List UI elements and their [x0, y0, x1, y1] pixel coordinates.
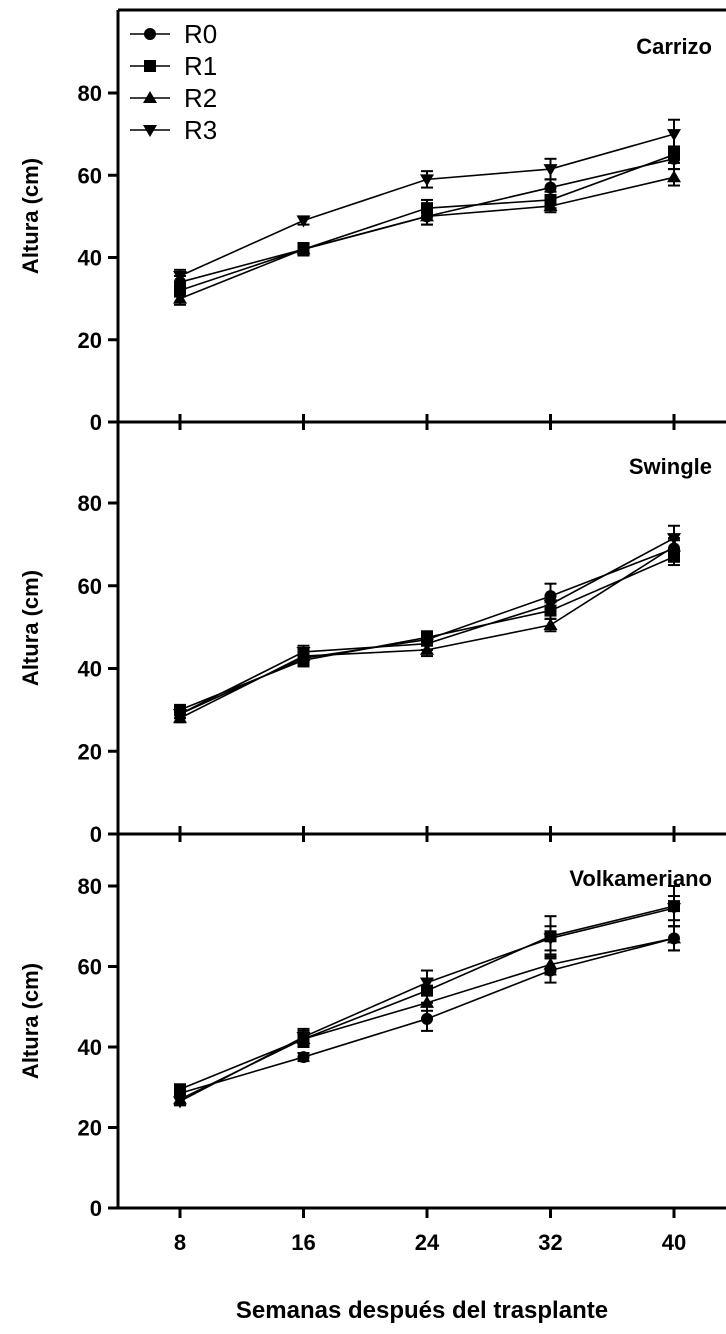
y-tick-label: 60	[78, 574, 102, 599]
panel-swingle: 0 20 40 60 80 Altura (cm) Swingle	[18, 422, 726, 847]
series-r3	[173, 118, 681, 284]
y-axis-label: Altura (cm)	[18, 963, 43, 1079]
y-tick-label: 0	[90, 822, 102, 847]
y-tick-label: 60	[78, 955, 102, 980]
legend-marker	[143, 91, 157, 103]
series-line	[179, 537, 675, 715]
panel-volkameriano: 0 20 40 60 80 8 16 24 32 40 Altura (cm) Volkamerian…	[18, 834, 726, 1255]
data-point	[667, 903, 681, 916]
data-point	[667, 129, 681, 142]
x-tick-label: 8	[174, 1230, 186, 1255]
data-point	[420, 174, 434, 187]
y-tick-label: 80	[78, 81, 102, 106]
data-point	[420, 995, 434, 1008]
y-tick-label: 40	[78, 246, 102, 271]
data-point	[296, 1031, 311, 1044]
x-axis-label: Semanas después del trasplante	[236, 1297, 608, 1324]
y-axis-label: Altura (cm)	[18, 570, 43, 686]
series-line	[179, 176, 675, 300]
data-point	[420, 977, 434, 990]
legend-label: R2	[184, 83, 217, 113]
legend-label: R1	[184, 51, 217, 81]
data-point	[173, 1096, 187, 1109]
series-r0	[174, 539, 680, 721]
data-point	[173, 271, 187, 284]
legend-marker	[144, 28, 156, 40]
data-point	[296, 646, 311, 659]
y-tick-label: 80	[78, 491, 102, 516]
y-tick-label: 20	[78, 1116, 102, 1141]
legend-marker	[143, 125, 157, 137]
data-point	[543, 933, 558, 946]
series-r3	[173, 524, 681, 722]
legend-label: R0	[184, 19, 217, 49]
series-r0	[174, 925, 680, 1100]
data-point	[543, 618, 558, 631]
panel-title: Carrizo	[636, 34, 712, 59]
data-point	[420, 209, 434, 222]
data-point	[297, 1051, 310, 1064]
data-point	[173, 709, 187, 722]
data-point	[667, 170, 681, 183]
legend-marker	[144, 60, 156, 72]
x-tick-label: 24	[415, 1230, 440, 1255]
data-point	[296, 242, 311, 255]
data-point	[173, 291, 187, 304]
y-tick-label: 60	[78, 163, 102, 188]
panel-title: Swingle	[629, 454, 712, 479]
y-tick-label: 20	[78, 328, 102, 353]
data-point	[544, 181, 557, 194]
data-point	[420, 638, 434, 651]
series-r1	[174, 547, 680, 716]
x-tick-label: 40	[662, 1230, 686, 1255]
legend-label: R3	[184, 115, 217, 145]
data-point	[421, 1012, 433, 1025]
y-tick-label: 0	[90, 410, 102, 435]
data-point	[543, 199, 558, 212]
data-point	[543, 957, 558, 970]
panel-carrizo: 0 20 40 60 80 Altura (cm) Carrizo	[18, 8, 726, 435]
x-tick-label: 32	[538, 1230, 562, 1255]
data-point	[667, 931, 681, 944]
data-point	[174, 1083, 186, 1096]
y-tick-label: 0	[90, 1196, 102, 1221]
y-tick-label: 20	[78, 739, 102, 764]
y-tick-label: 40	[78, 657, 102, 682]
series-r2	[173, 168, 681, 306]
y-tick-label: 40	[78, 1035, 102, 1060]
data-point	[667, 533, 681, 546]
panel-title: Volkameriano	[569, 866, 712, 891]
data-point	[296, 215, 311, 228]
y-tick-label: 80	[78, 874, 102, 899]
data-point	[543, 599, 558, 612]
series-r3	[173, 895, 681, 1109]
data-point	[543, 164, 558, 177]
y-axis-label: Altura (cm)	[18, 158, 43, 274]
data-point	[668, 148, 680, 161]
x-tick-label: 16	[291, 1230, 315, 1255]
